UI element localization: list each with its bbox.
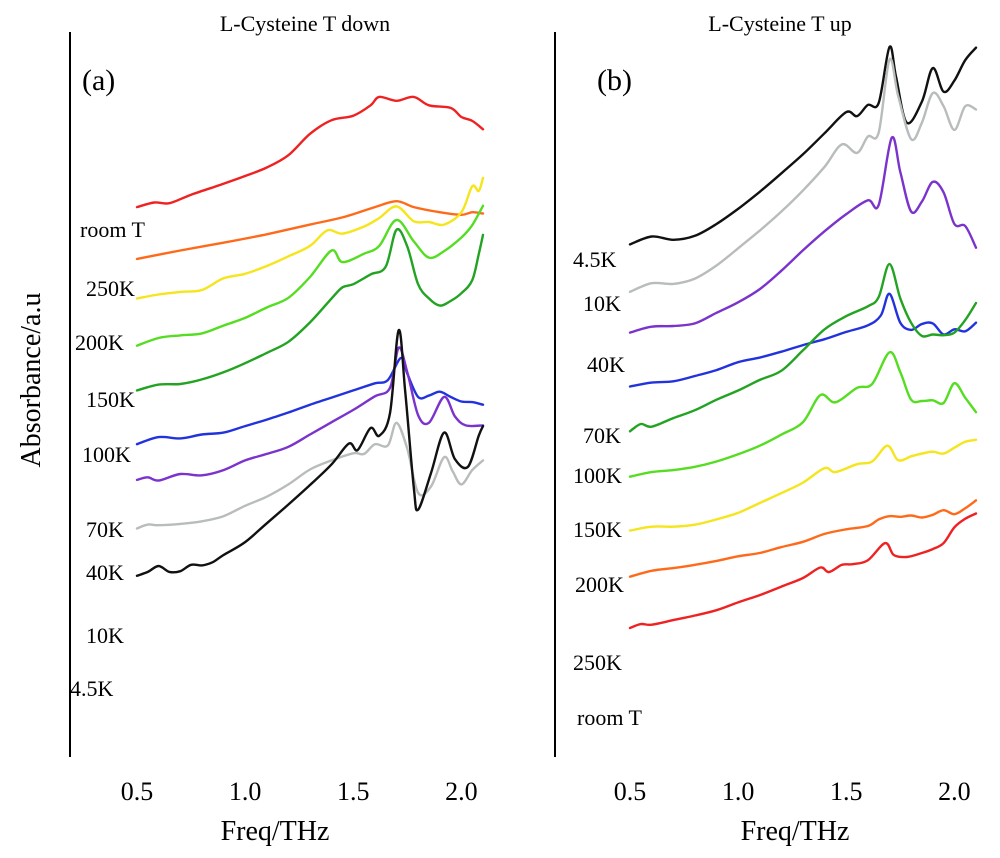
panel-a-curve-40k (135, 346, 485, 482)
panel-a-curve-150k (135, 204, 485, 347)
panel-b-curve-100k (628, 262, 978, 433)
panel-a-x-ticks: 0.5 1.0 1.5 2.0 (121, 777, 478, 806)
panel-a-title: L-Cysteine T down (220, 11, 390, 36)
panel-a-curve-label: 150K (86, 387, 135, 412)
panel-a-curve-label: 40K (86, 560, 124, 585)
panel-b-letter: (b) (597, 64, 632, 97)
panel-b-curves (628, 45, 978, 630)
panel-a-curve-label: 250K (86, 276, 135, 301)
panel-b-curve-150k (628, 351, 978, 478)
panel-a-curve-label: 200K (75, 330, 124, 355)
panel-a-curve-4.5k (135, 328, 485, 577)
panel-b-curve-label: 4.5K (573, 247, 617, 272)
panel-a-x-tick-label: 0.5 (121, 777, 154, 806)
panel-a-curve-label: 100K (82, 442, 131, 467)
panel-a-x-tick-label: 1.0 (229, 777, 262, 806)
panel-a-curve-label: 70K (86, 517, 124, 542)
panel-b-curve-label: 250K (573, 650, 622, 675)
panel-b-curve-room-t (628, 512, 978, 630)
panel-b: L-Cysteine T up (b) Freq/THz 0.5 1.0 1.5 2.… (554, 11, 978, 847)
panel-a-curve-label: room T (80, 217, 146, 242)
panel-b-curve-label: 10K (583, 291, 621, 316)
panel-b-curve-70k (628, 292, 978, 388)
panel-b-x-axis-title: Freq/THz (741, 816, 850, 847)
panel-b-x-ticks: 0.5 1.0 1.5 2.0 (614, 777, 971, 806)
panel-b-curve-10k (628, 57, 978, 293)
panel-a: L-Cysteine T down (a) Freq/THz 0.5 1.0 1.5… (69, 11, 485, 847)
panel-b-curve-label: 100K (573, 463, 622, 488)
panel-b-x-tick-label: 1.0 (722, 777, 755, 806)
panel-b-curve-4.5k (628, 45, 978, 246)
panel-b-curve-label: 150K (573, 517, 622, 542)
panel-a-curve-200k (135, 176, 485, 300)
panel-b-x-tick-label: 0.5 (614, 777, 647, 806)
panel-a-x-tick-label: 2.0 (445, 777, 478, 806)
panel-b-title: L-Cysteine T up (708, 11, 851, 36)
panel-a-x-axis-title: Freq/THz (221, 816, 330, 847)
panel-a-letter: (a) (82, 64, 115, 97)
panel-b-curve-40k (628, 135, 978, 334)
panel-b-x-tick-label: 1.5 (830, 777, 863, 806)
panel-b-x-tick-label: 2.0 (938, 777, 971, 806)
panel-a-curves (135, 95, 485, 577)
panel-a-curve-labels: room T 250K 200K 150K 100K 70K 40K 10K 4.5K (70, 217, 146, 701)
panel-a-curve-100k (135, 227, 485, 392)
panel-b-curve-250k (628, 499, 978, 578)
panel-a-curve-room-t (135, 95, 485, 209)
panel-a-curve-250k (135, 200, 485, 261)
panel-b-curve-label: room T (577, 705, 643, 730)
panel-b-curve-labels: 4.5K 10K 40K 70K 100K 150K 200K 250K room T (573, 247, 643, 730)
panel-b-curve-label: 70K (583, 423, 621, 448)
y-axis-title: Absorbance/a.u (16, 293, 47, 468)
panel-a-curve-label: 4.5K (70, 676, 114, 701)
panel-b-curve-label: 40K (587, 352, 625, 377)
panel-b-curve-200k (628, 438, 978, 532)
panel-a-curve-70k (135, 356, 485, 446)
panel-a-x-tick-label: 1.5 (337, 777, 370, 806)
panel-b-curve-label: 200K (575, 572, 624, 597)
panel-a-curve-label: 10K (86, 623, 124, 648)
panel-a-curve-10k (135, 421, 485, 530)
